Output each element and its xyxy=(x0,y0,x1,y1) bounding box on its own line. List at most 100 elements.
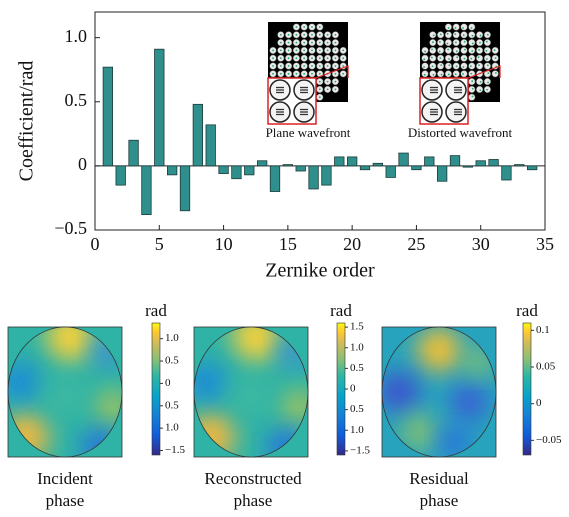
y-axis-label: Coefficient/rad xyxy=(16,61,38,182)
spot xyxy=(441,74,443,76)
bar xyxy=(463,166,473,167)
lenslet xyxy=(422,47,429,54)
lenslet xyxy=(461,47,468,54)
spot xyxy=(288,57,290,59)
spot xyxy=(280,42,282,44)
spot xyxy=(288,42,290,44)
spot xyxy=(327,57,329,59)
spot xyxy=(463,66,465,68)
phase-blob xyxy=(186,362,226,402)
x-tick-label: 0 xyxy=(91,234,100,254)
spot xyxy=(471,50,473,52)
spot xyxy=(342,65,344,67)
bar xyxy=(245,166,255,175)
lenslet xyxy=(476,86,483,93)
spot xyxy=(303,57,305,59)
spot xyxy=(319,96,321,98)
spot xyxy=(335,81,337,83)
bar xyxy=(167,166,177,175)
phase-blob xyxy=(379,372,419,412)
spot xyxy=(303,65,305,67)
spot xyxy=(447,49,449,51)
spot xyxy=(342,73,344,75)
colorbar-tick-label: −1.5 xyxy=(165,444,185,456)
spot xyxy=(487,64,489,66)
colorbar xyxy=(152,323,160,455)
spot xyxy=(462,27,464,29)
bar xyxy=(180,166,190,211)
lenslet xyxy=(469,94,476,101)
map-label: Residual phase xyxy=(394,468,484,512)
spot xyxy=(327,50,329,52)
spot xyxy=(280,34,282,36)
spot xyxy=(455,27,457,29)
spot xyxy=(448,58,450,60)
lenslet xyxy=(469,32,476,39)
x-tick-label: 35 xyxy=(536,234,554,254)
x-tick-label: 15 xyxy=(279,234,297,254)
colorbar-tick-label: 0 xyxy=(536,397,542,409)
phase-blob xyxy=(233,379,269,415)
bar xyxy=(129,140,139,166)
lenslet xyxy=(422,63,429,70)
y-tick-label: −0.5 xyxy=(54,218,87,238)
colorbar-tick-label: 0.5 xyxy=(350,362,364,374)
bar xyxy=(476,161,486,166)
spot xyxy=(464,58,466,60)
bar xyxy=(412,166,422,170)
lenslet xyxy=(437,47,444,54)
spot xyxy=(296,26,298,28)
spot xyxy=(432,41,434,43)
colorbar-tick-label: −0.05 xyxy=(536,434,562,446)
spot xyxy=(423,66,425,68)
spot xyxy=(303,26,305,28)
spot xyxy=(480,35,482,37)
bar xyxy=(515,165,525,166)
spot xyxy=(454,33,456,35)
lenslet xyxy=(430,55,437,62)
lenslet xyxy=(484,47,491,54)
spot xyxy=(472,35,474,37)
bar xyxy=(335,157,345,166)
spot xyxy=(296,42,298,44)
lenslet xyxy=(461,39,468,46)
spot xyxy=(486,41,488,43)
lenslet xyxy=(445,39,452,46)
spot xyxy=(319,65,321,67)
colorbar-tick-label: 0.5 xyxy=(350,403,364,415)
spot xyxy=(464,49,466,51)
lenslet xyxy=(469,24,476,31)
spot xyxy=(439,41,441,43)
spot xyxy=(424,74,426,76)
spot xyxy=(280,50,282,52)
lenslet xyxy=(476,63,483,70)
bar xyxy=(373,163,383,166)
spot xyxy=(303,50,305,52)
spot xyxy=(319,81,321,83)
spot xyxy=(495,57,497,59)
spot xyxy=(471,80,473,82)
chart: 05101520253035−0.500.51.0Zernike orderCo… xyxy=(0,0,569,517)
colorbar-label: rad xyxy=(145,301,167,320)
spot xyxy=(319,73,321,75)
spot xyxy=(296,34,298,36)
phase-blob xyxy=(401,414,437,450)
spot xyxy=(296,73,298,75)
phase-blob xyxy=(95,389,131,425)
lenslet xyxy=(453,47,460,54)
spot xyxy=(296,57,298,59)
colorbar-tick-label: 0.1 xyxy=(536,324,550,336)
spot xyxy=(464,41,466,43)
spot xyxy=(478,56,480,58)
phase-blob xyxy=(47,379,83,415)
bar xyxy=(206,125,216,166)
bar xyxy=(502,166,512,180)
colorbar-tick-label: 1.0 xyxy=(165,422,179,434)
spot xyxy=(447,33,449,35)
x-axis-label: Zernike order xyxy=(265,260,375,282)
spot xyxy=(288,73,290,75)
map-label: Incident phase xyxy=(20,468,110,512)
bar xyxy=(257,161,267,166)
lenslet xyxy=(445,24,452,31)
bar xyxy=(296,166,306,171)
